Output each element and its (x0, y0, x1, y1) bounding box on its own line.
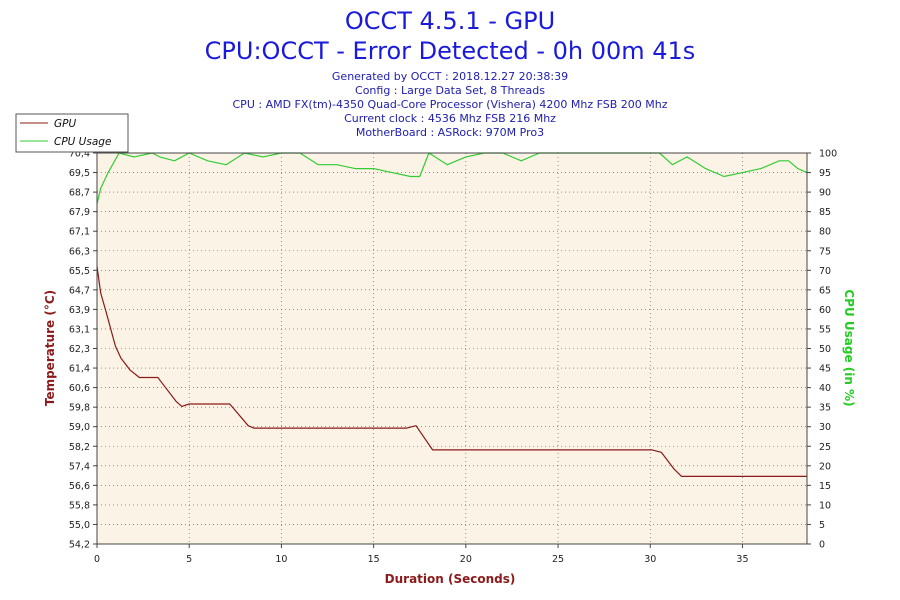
x-tick-label: 35 (736, 554, 748, 565)
y2-tick-label: 80 (819, 227, 831, 238)
y-tick-label: 67,9 (69, 207, 90, 218)
y2-tick-label: 85 (819, 207, 831, 218)
y2-tick-label: 35 (819, 403, 831, 414)
y2-tick-label: 70 (819, 266, 831, 277)
series-line-gpu (96, 266, 807, 477)
y-tick-label: 55,8 (69, 500, 90, 511)
y2-tick-label: 45 (819, 364, 831, 375)
y-tick-label: 63,9 (69, 305, 90, 316)
x-tick-label: 25 (552, 554, 564, 565)
y-tick-label: 68,7 (69, 188, 90, 199)
x-tick-label: 30 (644, 554, 656, 565)
y-tick-label: 67,1 (69, 227, 90, 238)
x-tick-label: 0 (94, 554, 100, 565)
y2-tick-label: 95 (819, 168, 831, 179)
legend-label-gpu: GPU (54, 118, 76, 130)
y-tick-label: 54,2 (69, 540, 90, 551)
y-tick-label: 66,3 (69, 246, 90, 257)
legend-box (15, 113, 129, 153)
y2-tick-label: 20 (819, 461, 831, 472)
y2-tick-label: 65 (819, 285, 831, 296)
y-tick-label: 58,2 (69, 442, 90, 453)
legend-label-cpu-usage: CPU Usage (54, 136, 111, 148)
y-tick-label: 69,5 (69, 168, 90, 179)
y2-tick-label: 50 (819, 344, 831, 355)
info-clock: Current clock : 4536 Mhz FSB 216 Mhz (344, 112, 556, 125)
chart-header: OCCT 4.5.1 - GPU CPU:OCCT - Error Detect… (205, 7, 696, 139)
y-axis-title: Temperature (°C) (43, 290, 57, 406)
info-cpu: CPU : AMD FX(tm)-4350 Quad-Core Processo… (233, 98, 668, 111)
y-tick-label: 65,5 (69, 266, 90, 277)
x-axis-title: Duration (Seconds) (385, 572, 516, 586)
y2-tick-label: 0 (819, 540, 825, 551)
y-tick-label: 56,6 (69, 481, 90, 492)
y2-tick-label: 60 (819, 305, 831, 316)
y2-tick-label: 90 (819, 188, 831, 199)
x-tick-label: 10 (275, 554, 287, 565)
info-config: Config : Large Data Set, 8 Threads (355, 84, 545, 97)
legend: GPU CPU Usage (15, 113, 129, 153)
y2-axis-title: CPU Usage (in %) (842, 289, 856, 406)
y-tick-label: 55,0 (69, 520, 90, 531)
x-tick-label: 15 (368, 554, 380, 565)
y2-tick-label: 15 (819, 481, 831, 492)
y2-tick-label: 55 (819, 324, 831, 335)
y2-tick-label: 5 (819, 520, 825, 531)
y-tick-label: 64,7 (69, 285, 90, 296)
info-motherboard: MotherBoard : ASRock: 970M Pro3 (356, 126, 544, 139)
series-line-cpu-usage (96, 152, 808, 204)
y-tick-label: 62,3 (69, 344, 90, 355)
y2-tick-label: 100 (819, 149, 837, 160)
y-tick-label: 57,4 (69, 461, 90, 472)
series-lines (96, 152, 808, 477)
y-tick-label: 61,4 (69, 364, 90, 375)
y2-tick-label: 25 (819, 442, 831, 453)
plot-area (97, 153, 807, 544)
y2-tick-label: 10 (819, 500, 831, 511)
y-tick-label: 59,8 (69, 403, 90, 414)
chart-subtitle: CPU:OCCT - Error Detected - 0h 00m 41s (205, 37, 696, 65)
y-tick-label: 63,1 (69, 324, 90, 335)
y-tick-label: 59,0 (69, 422, 90, 433)
y2-tick-label: 30 (819, 422, 831, 433)
x-tick-label: 20 (460, 554, 472, 565)
y2-tick-label: 75 (819, 246, 831, 257)
x-tick-label: 5 (186, 554, 192, 565)
chart-title: OCCT 4.5.1 - GPU (345, 7, 555, 35)
axis-ticks: 54,2 0 55,0 5 55,8 10 56,6 15 57,4 20 58,2 25 59,0 30… (69, 149, 837, 566)
y-tick-label: 70,4 (69, 149, 90, 160)
y2-tick-label: 40 (819, 383, 831, 394)
info-generated: Generated by OCCT : 2018.12.27 20:38:39 (332, 70, 568, 83)
y-tick-label: 60,6 (69, 383, 90, 394)
